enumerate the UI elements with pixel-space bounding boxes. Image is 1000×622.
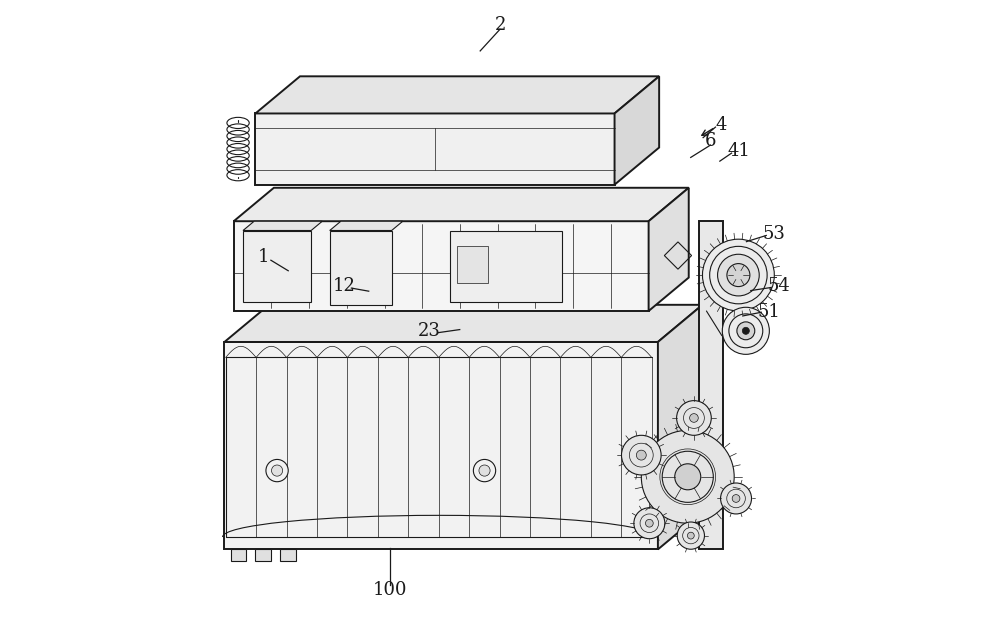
Polygon shape — [243, 231, 311, 302]
Polygon shape — [255, 113, 615, 185]
Polygon shape — [330, 221, 403, 231]
Polygon shape — [330, 231, 392, 305]
Text: 6: 6 — [705, 132, 716, 150]
Circle shape — [710, 246, 767, 304]
Circle shape — [718, 254, 759, 296]
Polygon shape — [224, 342, 658, 549]
Text: 1: 1 — [258, 248, 269, 266]
Polygon shape — [649, 188, 689, 311]
Text: 51: 51 — [757, 304, 780, 321]
Circle shape — [729, 266, 747, 284]
Circle shape — [662, 451, 713, 503]
Circle shape — [677, 522, 704, 549]
Circle shape — [272, 465, 283, 476]
Polygon shape — [234, 188, 689, 221]
Circle shape — [690, 414, 698, 422]
Text: 4: 4 — [716, 116, 727, 134]
Circle shape — [677, 401, 711, 435]
Circle shape — [675, 464, 701, 490]
Circle shape — [687, 532, 694, 539]
Circle shape — [684, 407, 704, 429]
Circle shape — [266, 460, 288, 481]
Text: 12: 12 — [333, 277, 355, 295]
Circle shape — [645, 519, 653, 527]
Circle shape — [722, 307, 769, 355]
Polygon shape — [280, 549, 296, 560]
Text: 53: 53 — [762, 225, 785, 243]
Circle shape — [683, 527, 699, 544]
Polygon shape — [457, 246, 488, 283]
Polygon shape — [658, 305, 702, 549]
Text: 23: 23 — [417, 322, 440, 340]
Polygon shape — [243, 221, 322, 231]
Circle shape — [660, 449, 716, 504]
Circle shape — [636, 450, 646, 460]
Circle shape — [621, 435, 661, 475]
Circle shape — [729, 314, 763, 348]
Polygon shape — [231, 549, 246, 560]
Text: 41: 41 — [728, 142, 750, 160]
Circle shape — [721, 483, 752, 514]
Polygon shape — [699, 221, 723, 549]
Text: 54: 54 — [767, 277, 790, 295]
Circle shape — [479, 465, 490, 476]
Circle shape — [727, 264, 750, 287]
Circle shape — [640, 514, 659, 532]
Polygon shape — [255, 549, 271, 560]
Circle shape — [641, 430, 734, 523]
Text: 100: 100 — [373, 581, 407, 598]
Polygon shape — [615, 77, 659, 185]
Circle shape — [717, 254, 760, 297]
Circle shape — [732, 494, 740, 503]
Circle shape — [629, 443, 653, 467]
Polygon shape — [450, 231, 562, 302]
Circle shape — [727, 489, 745, 508]
Circle shape — [676, 465, 699, 488]
Text: 2: 2 — [494, 16, 506, 34]
Circle shape — [737, 322, 755, 340]
Polygon shape — [224, 305, 702, 342]
Circle shape — [634, 508, 665, 539]
Polygon shape — [255, 77, 659, 113]
Circle shape — [702, 239, 774, 311]
Circle shape — [742, 327, 749, 335]
Polygon shape — [234, 221, 649, 311]
Circle shape — [473, 460, 496, 481]
